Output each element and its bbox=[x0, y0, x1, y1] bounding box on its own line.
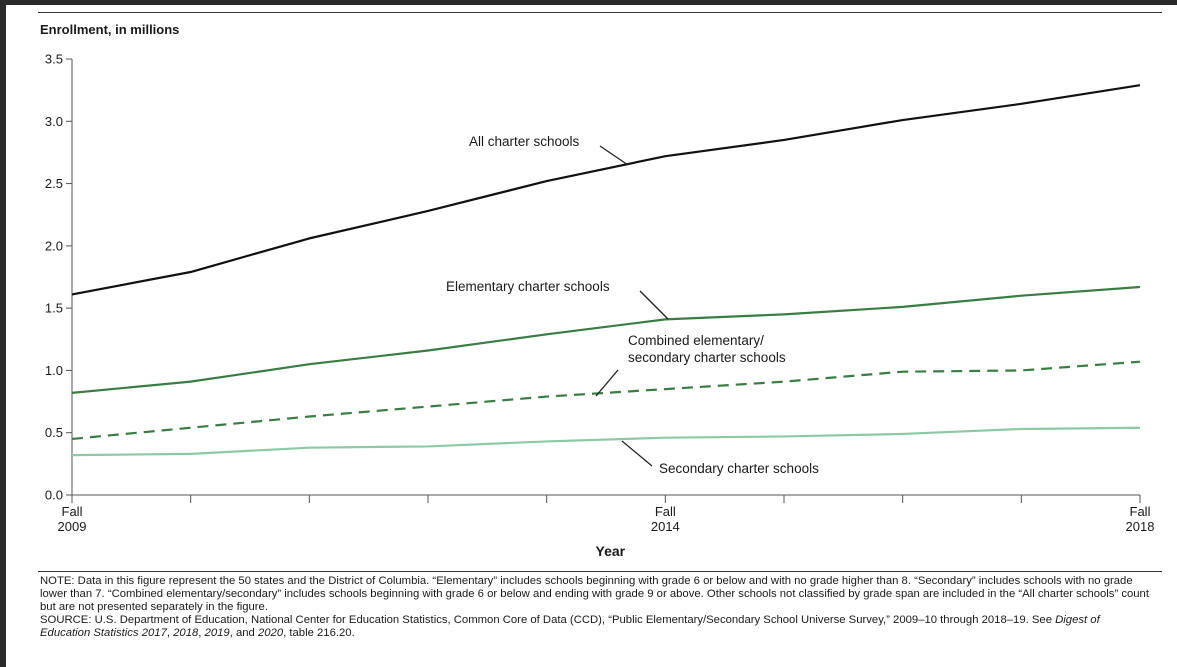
window-frame-top bbox=[0, 0, 1177, 5]
source-text: SOURCE: U.S. Department of Education, Na… bbox=[40, 614, 1150, 640]
y-tick-label: 0.5 bbox=[45, 425, 63, 440]
series-annotation-label: Elementary charter schools bbox=[446, 279, 610, 294]
series-line bbox=[71, 360, 1141, 441]
series-line bbox=[71, 285, 1141, 394]
source-separator: , and bbox=[229, 627, 258, 639]
source-separator: , bbox=[166, 627, 174, 639]
source-suffix: , table 216.20. bbox=[283, 627, 355, 639]
y-tick-label: 2.5 bbox=[45, 176, 63, 191]
series-line bbox=[71, 84, 1141, 296]
y-tick-label: 1.5 bbox=[45, 301, 63, 316]
y-tick-label: 2.0 bbox=[45, 238, 63, 253]
series-annotation-label: Combined elementary/ bbox=[628, 333, 764, 348]
y-tick-label: 3.0 bbox=[45, 114, 63, 129]
y-tick-label: 1.0 bbox=[45, 363, 63, 378]
y-tick-label: 3.5 bbox=[45, 52, 63, 67]
note-text: NOTE: Data in this figure represent the … bbox=[40, 575, 1149, 613]
series-annotation-label: All charter schools bbox=[469, 134, 580, 149]
annotation-leader-line bbox=[621, 440, 653, 467]
x-tick-label: 2014 bbox=[651, 519, 680, 534]
x-tick-label: 2009 bbox=[58, 519, 87, 534]
annotation-leader-line bbox=[639, 290, 669, 320]
series-line bbox=[71, 426, 1141, 457]
y-tick-label: 0.0 bbox=[45, 488, 63, 503]
source-year-2018: 2018 bbox=[173, 627, 199, 639]
figure-note: NOTE: Data in this figure represent the … bbox=[40, 575, 1150, 640]
top-rule bbox=[38, 12, 1162, 13]
source-digest-title: Digest of Education Statistics 2017 bbox=[40, 614, 1100, 639]
series-annotation-label: Secondary charter schools bbox=[659, 461, 819, 476]
series-annotation-label: secondary charter schools bbox=[628, 350, 786, 365]
x-tick-label: 2018 bbox=[1126, 519, 1155, 534]
window-frame-left bbox=[0, 0, 6, 667]
source-separator: , bbox=[198, 627, 205, 639]
annotation-leader-line bbox=[599, 145, 629, 166]
source-year-2019: 2019 bbox=[204, 627, 230, 639]
y-axis-title: Enrollment, in millions bbox=[40, 22, 180, 37]
annotation-leader-line bbox=[595, 369, 619, 397]
source-prefix: SOURCE: U.S. Department of Education, Na… bbox=[40, 614, 1056, 626]
x-axis-title: Year bbox=[596, 543, 626, 559]
x-tick-label: Fall bbox=[655, 504, 676, 519]
x-tick-label: Fall bbox=[62, 504, 83, 519]
bottom-rule bbox=[38, 571, 1162, 572]
x-tick-label: Fall bbox=[1130, 504, 1151, 519]
source-year-2020: 2020 bbox=[257, 627, 284, 639]
